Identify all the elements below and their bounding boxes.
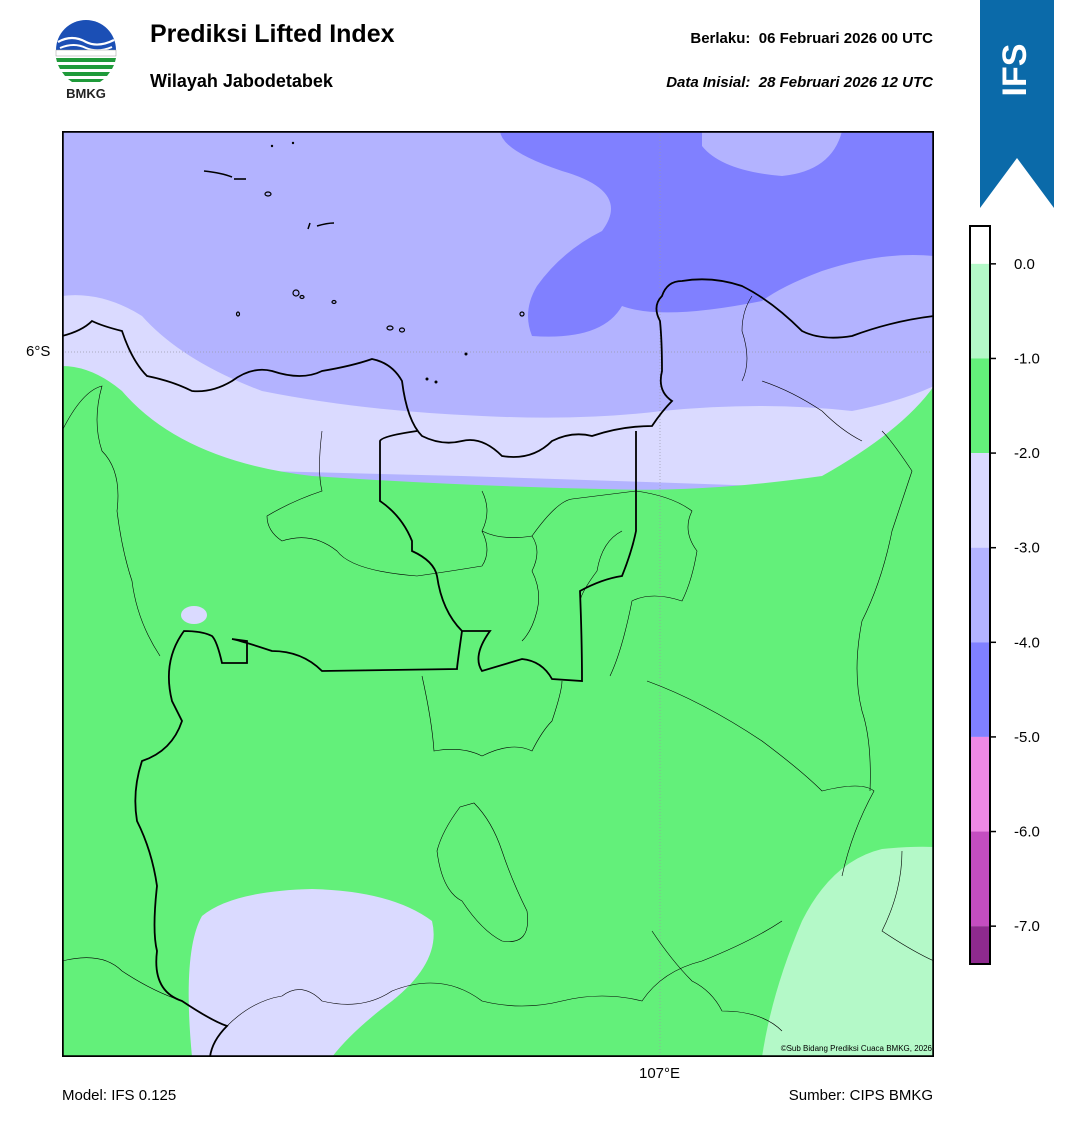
colorbar-bin-7 [970, 831, 990, 927]
colorbar-tick-label: 0.0 [1014, 256, 1035, 273]
field-lt-4-patch [702, 131, 842, 176]
island [307, 222, 311, 230]
colorbar-tick-label: -6.0 [1014, 824, 1040, 841]
field-lt-3-spot [181, 606, 207, 624]
colorbar-bin-2 [970, 358, 990, 454]
colorbar-bin-4 [970, 547, 990, 643]
island [203, 170, 233, 178]
colorbar-frame [969, 225, 991, 965]
map-svg [61, 130, 935, 1058]
field-lt-5 [500, 131, 934, 337]
init-prefix: Data Inisial: [666, 74, 751, 91]
field-lt-1 [762, 846, 934, 1057]
logo-text: BMKG [66, 86, 106, 101]
colorbar-tick-label: -1.0 [1014, 350, 1040, 367]
init-time-value: 28 Februari 2026 12 UTC [758, 74, 933, 91]
colorbar-bin-8 [970, 926, 990, 964]
map-border [61, 130, 935, 1058]
colorbar-bin-3 [970, 453, 990, 548]
ribbon-text: IFS [996, 44, 1034, 97]
latitude-label: 6°S [26, 343, 51, 360]
model-ribbon: IFS [980, 0, 1054, 208]
field-lt-3 [62, 295, 934, 491]
map-panel [61, 130, 935, 1058]
bmkg-logo: BMKG [52, 20, 120, 104]
field-lt-3-south [188, 889, 434, 1057]
valid-prefix: Berlaku: [690, 30, 751, 47]
colorbar-tick-label: -5.0 [1014, 729, 1040, 746]
colorbar-bin-1 [970, 263, 990, 359]
map-credit: ©Sub Bidang Prediksi Cuaca BMKG, 2026 [780, 1044, 932, 1053]
source-label: Sumber: CIPS BMKG [788, 1087, 933, 1104]
colorbar-tick-label: -2.0 [1014, 445, 1040, 462]
longitude-label: 107°E [639, 1065, 681, 1082]
colorbar: 0.0 -1.0 -2.0 -3.0 -4.0 -5.0 -6.0 -7.0 [968, 222, 1068, 970]
page-title: Prediksi Lifted Index [150, 20, 395, 48]
colorbar-tick-label: -7.0 [1014, 918, 1040, 935]
colorbar-tick-label: -3.0 [1014, 540, 1040, 557]
valid-time: Berlaku: 06 Februari 2026 00 UTC [690, 30, 933, 47]
province-boundary [379, 430, 637, 682]
island [316, 222, 335, 227]
coastline [62, 278, 934, 458]
region-subtitle: Wilayah Jabodetabek [150, 71, 333, 91]
colorbar-bin-6 [970, 736, 990, 832]
regency-boundaries [62, 295, 934, 1032]
model-label: Model: IFS 0.125 [62, 1087, 177, 1104]
colorbar-bin-0 [970, 226, 990, 264]
colorbar-bin-5 [970, 642, 990, 737]
field-lt-2 [62, 366, 934, 1057]
colorbar-tick-label: -4.0 [1014, 634, 1040, 651]
init-time: Data Inisial: 28 Februari 2026 12 UTC [666, 74, 933, 91]
province-boundary [134, 630, 463, 1057]
valid-time-value: 06 Februari 2026 00 UTC [758, 30, 933, 47]
